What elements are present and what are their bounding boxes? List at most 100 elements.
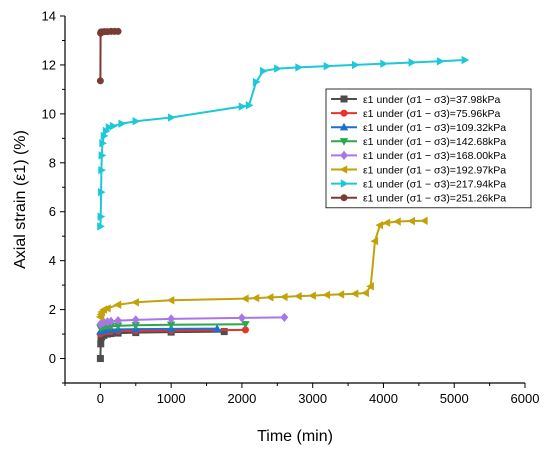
data-point — [131, 315, 140, 325]
x-axis-title: Time (min) — [257, 428, 333, 445]
data-point — [252, 77, 261, 87]
series-5 — [96, 312, 289, 329]
data-point — [132, 117, 141, 126]
series-lines — [95, 27, 470, 363]
legend-item: ε1 under (σ1 − σ3)=192.97kPa — [331, 164, 506, 176]
y-tick-label: 6 — [49, 204, 56, 219]
legend-label: ε1 under (σ1 − σ3)=75.96kPa — [363, 108, 500, 120]
series-line — [99, 30, 119, 81]
legend-marker — [340, 95, 348, 103]
data-point — [280, 312, 289, 323]
y-ticks: 0 2 4 6 8 10 12 14 — [42, 9, 65, 384]
legend-label: ε1 under (σ1 − σ3)=142.68kPa — [363, 136, 506, 148]
data-point — [322, 290, 331, 300]
data-point — [351, 60, 360, 70]
data-point — [279, 292, 288, 302]
axes — [64, 16, 525, 384]
data-point — [350, 289, 359, 298]
data-point — [166, 296, 175, 305]
data-point — [96, 77, 104, 85]
data-point — [109, 121, 118, 131]
data-point — [212, 324, 222, 332]
y-tick-label: 2 — [49, 302, 56, 317]
x-tick-label: 0 — [97, 391, 104, 406]
data-point — [97, 187, 106, 197]
legend-item: ε1 under (σ1 − σ3)=37.98kPa — [331, 94, 500, 106]
data-point — [380, 59, 388, 68]
data-point — [96, 355, 104, 363]
data-point — [113, 300, 122, 309]
y-tick-label: 10 — [42, 106, 56, 121]
data-point — [259, 66, 268, 76]
legend-item: ε1 under (σ1 − σ3)=168.00kPa — [331, 150, 506, 162]
data-point — [407, 216, 415, 226]
legend-label: ε1 under (σ1 − σ3)=109.32kPa — [363, 122, 506, 134]
legend-label: ε1 under (σ1 − σ3)=168.00kPa — [363, 150, 506, 162]
data-point — [97, 222, 105, 231]
data-point — [436, 57, 445, 66]
data-point — [294, 291, 302, 301]
data-point — [251, 293, 260, 303]
y-axis-title: Axial strain (ε1) (%) — [12, 130, 29, 269]
data-point — [308, 291, 316, 300]
legend-item: ε1 under (σ1 − σ3)=109.32kPa — [331, 122, 506, 134]
x-tick-label: 5000 — [440, 391, 469, 406]
legend: ε1 under (σ1 − σ3)=37.98kPa ε1 under (σ1 … — [325, 88, 532, 209]
data-point — [420, 216, 428, 225]
data-point — [382, 218, 391, 227]
legend-item: ε1 under (σ1 − σ3)=217.94kPa — [331, 178, 506, 190]
x-tick-label: 2000 — [227, 391, 256, 406]
data-point — [265, 293, 274, 302]
legend-label: ε1 under (σ1 − σ3)=251.26kPa — [363, 193, 506, 205]
data-point — [336, 290, 345, 299]
data-point — [238, 313, 246, 323]
y-tick-label: 8 — [49, 155, 56, 170]
data-point — [361, 288, 369, 298]
y-tick-label: 14 — [42, 9, 56, 24]
x-ticks: 0 1000 2000 3000 4000 5000 6000 — [64, 383, 540, 406]
data-point — [99, 139, 107, 148]
data-point — [238, 102, 247, 111]
data-point — [98, 165, 106, 175]
y-tick-label: 12 — [42, 57, 56, 72]
legend-label: ε1 under (σ1 − σ3)=217.94kPa — [363, 178, 506, 190]
data-point — [114, 315, 122, 326]
legend-box — [325, 88, 532, 209]
legend-marker — [340, 150, 348, 161]
y-tick-label: 0 — [49, 351, 56, 366]
data-point — [366, 282, 374, 291]
data-point — [98, 151, 107, 160]
data-point — [461, 55, 470, 65]
series-6 — [95, 216, 428, 322]
data-point — [245, 101, 254, 110]
data-point — [167, 113, 176, 122]
data-point — [295, 63, 304, 72]
data-point — [323, 61, 332, 71]
data-point — [241, 321, 250, 329]
y-tick-label: 4 — [49, 253, 56, 268]
data-point — [114, 27, 122, 35]
legend-label: ε1 under (σ1 − σ3)=37.98kPa — [363, 94, 500, 106]
x-tick-label: 4000 — [369, 391, 398, 406]
x-tick-label: 6000 — [511, 391, 540, 406]
data-point — [167, 314, 176, 324]
legend-label: ε1 under (σ1 − σ3)=192.97kPa — [363, 164, 506, 176]
data-point — [408, 58, 417, 67]
data-point — [393, 217, 401, 226]
data-point — [105, 123, 114, 132]
data-point — [240, 294, 249, 303]
data-point — [97, 340, 105, 348]
data-point — [102, 304, 111, 313]
series-7 — [97, 55, 470, 231]
legend-marker — [340, 194, 348, 202]
data-point — [107, 316, 115, 326]
x-tick-label: 1000 — [157, 391, 186, 406]
data-point — [370, 236, 379, 246]
legend-marker — [339, 165, 348, 174]
series-line — [99, 316, 285, 326]
legend-item: ε1 under (σ1 − σ3)=251.26kPa — [331, 193, 506, 205]
series-8 — [96, 27, 122, 85]
series-line — [99, 219, 425, 318]
